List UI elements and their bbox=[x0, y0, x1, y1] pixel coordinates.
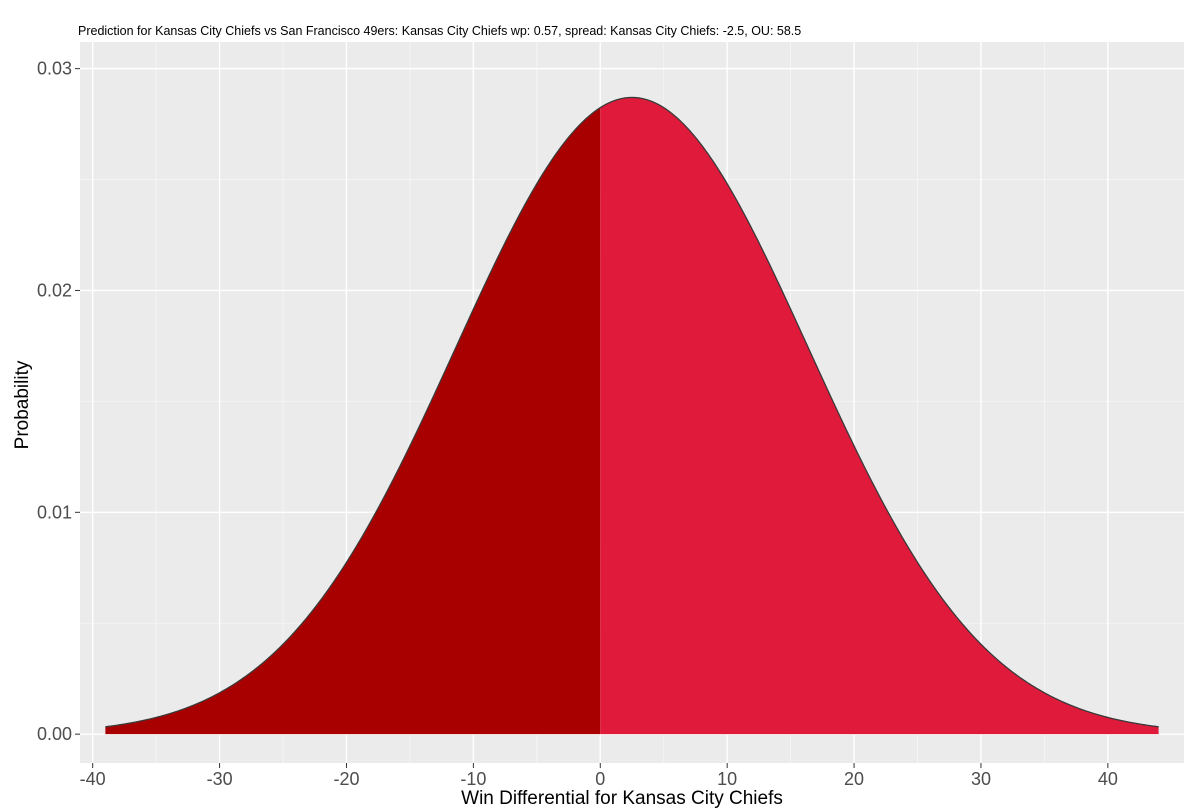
y-tick-label: 0.01 bbox=[37, 502, 72, 522]
y-tick-label: 0.02 bbox=[37, 280, 72, 300]
x-axis: -40 -30 -20 -10 0 10 20 30 40 bbox=[80, 763, 1118, 789]
y-axis: 0.00 0.01 0.02 0.03 bbox=[37, 59, 80, 744]
x-tick-label: 30 bbox=[971, 769, 991, 789]
x-tick-label: -10 bbox=[460, 769, 486, 789]
x-tick-label: -20 bbox=[333, 769, 359, 789]
x-tick-label: -30 bbox=[207, 769, 233, 789]
chart-title: Prediction for Kansas City Chiefs vs San… bbox=[78, 24, 802, 38]
x-axis-title: Win Differential for Kansas City Chiefs bbox=[461, 788, 783, 809]
x-tick-label: 20 bbox=[844, 769, 864, 789]
area-above-zero bbox=[600, 97, 1159, 735]
x-tick-label: 0 bbox=[595, 769, 605, 789]
x-tick-label: -40 bbox=[80, 769, 106, 789]
x-tick-label: 10 bbox=[717, 769, 737, 789]
y-tick-label: 0.03 bbox=[37, 59, 72, 79]
x-tick-label: 40 bbox=[1098, 769, 1118, 789]
y-tick-label: 0.00 bbox=[37, 724, 72, 744]
area-below-zero bbox=[105, 107, 601, 735]
y-axis-title: Probability bbox=[12, 360, 33, 449]
density-curve-outline bbox=[105, 96, 1159, 728]
density-areas bbox=[105, 96, 1159, 735]
